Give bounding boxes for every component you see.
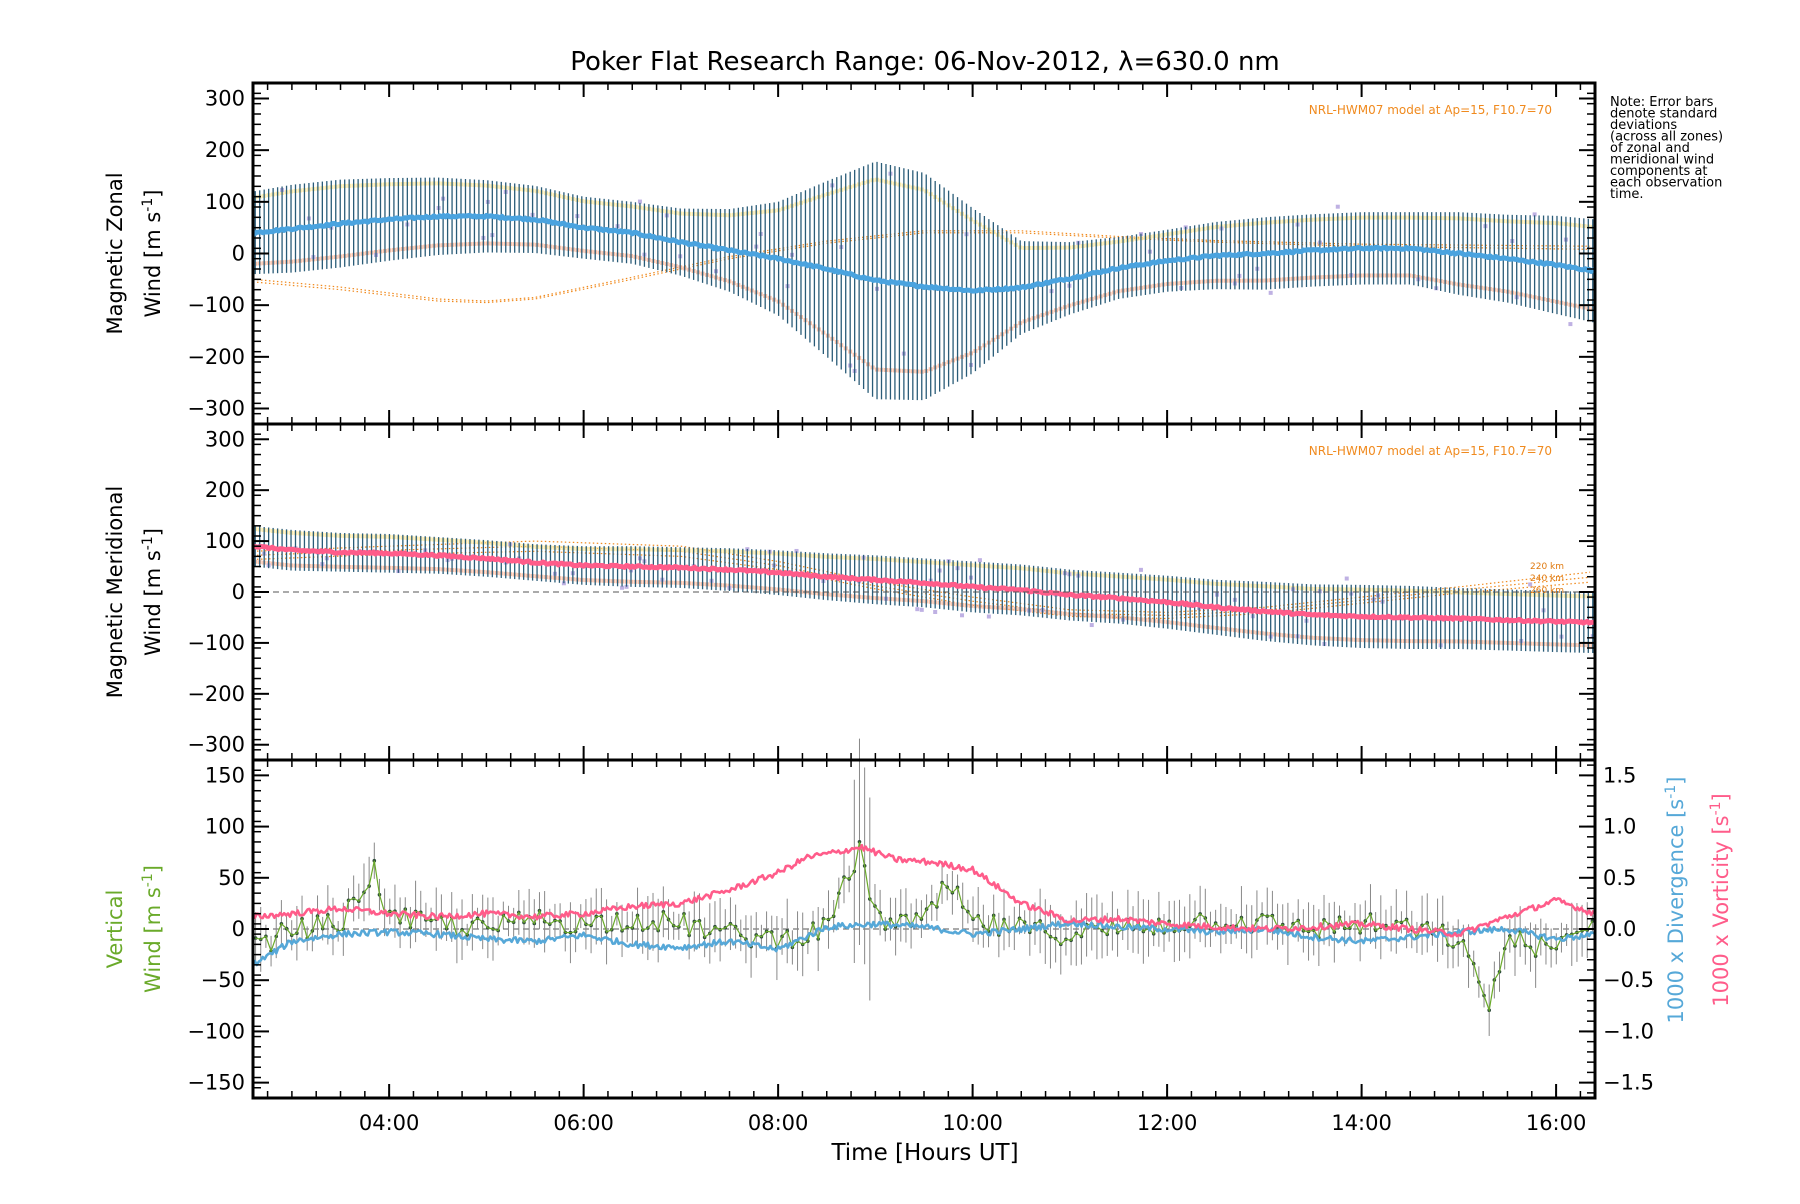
vertical-y-title-line1: Vertical: [103, 890, 127, 969]
meridional-zone-point: [960, 613, 965, 618]
x-tick-label: 10:00: [942, 1111, 1003, 1135]
meridional-zone-point: [919, 607, 924, 612]
right-y-tick-label: −0.5: [1603, 968, 1654, 992]
zonal-y-tick-label: −100: [187, 293, 245, 317]
x-axis-title: Time [Hours UT]: [830, 1140, 1018, 1166]
meridional-zone-point: [1344, 576, 1349, 581]
x-tick-label: 08:00: [748, 1111, 809, 1135]
meridional-y-tick-label: −200: [187, 682, 245, 706]
note-line: time.: [1610, 187, 1644, 202]
zonal-y-title-line2: Wind [m s-1]: [140, 190, 165, 318]
meridional-y-title-line1: Magnetic Meridional: [103, 486, 127, 698]
meridional-zone-point: [794, 548, 799, 553]
meridional-y-tick-label: 300: [205, 427, 245, 451]
vertical-y-tick-label: 0: [232, 917, 245, 941]
meridional-mean-line: [252, 544, 1596, 626]
note-line: deviations: [1610, 118, 1677, 133]
vertical-y-tick-label: −50: [201, 968, 245, 992]
zonal-y-title-line1: Magnetic Zonal: [103, 172, 127, 334]
x-tick-label: 04:00: [359, 1111, 420, 1135]
vertical-y-tick-label: −100: [187, 1019, 245, 1043]
x-tick-label: 12:00: [1137, 1111, 1198, 1135]
meridional-zone-point: [933, 610, 938, 615]
right-y-tick-label: −1.5: [1603, 1071, 1654, 1095]
x-tick-label: 16:00: [1526, 1111, 1587, 1135]
zonal-y-tick-label: −300: [187, 397, 245, 421]
plot-layer: NRL-HWM07 model at Ap=15, F10.7=70 −300 −2…: [103, 81, 1733, 1135]
meridional-y-tick-label: −300: [187, 733, 245, 757]
note-line: each observation: [1610, 176, 1722, 191]
meridional-y-tick-label: 0: [232, 580, 245, 604]
x-tick-label: 14:00: [1331, 1111, 1392, 1135]
meridional-zone-point: [624, 584, 629, 589]
zonal-zone-point: [637, 199, 642, 204]
altitude-label: 240 km: [1530, 574, 1564, 584]
vertical-wind-line: [255, 841, 1593, 1013]
meridional-y-tick-label: −100: [187, 631, 245, 655]
meridional-y-tick-label: 100: [205, 529, 245, 553]
zonal-y-tick-label: 100: [205, 190, 245, 214]
meridional-zone-point: [561, 581, 566, 586]
note-line: Note: Error bars: [1610, 95, 1714, 110]
vertical-y-tick-label: 150: [205, 763, 245, 787]
note-line: of zonal and: [1610, 141, 1690, 156]
meridional-y-tick-label: 200: [205, 478, 245, 502]
vertical-y-tick-label: −150: [187, 1071, 245, 1095]
vorticity-axis-title: 1000 x Vorticity [s-1]: [1708, 793, 1733, 1007]
zonal-y-tick-label: 0: [232, 242, 245, 266]
vertical-y-tick-label: 50: [218, 866, 245, 890]
note-line: meridional wind: [1610, 153, 1714, 168]
meridional-zone-point: [620, 585, 625, 590]
zonal-y-tick-label: 300: [205, 87, 245, 111]
altitude-label: 260 km: [1530, 586, 1564, 596]
zonal-mean-line: [252, 212, 1597, 294]
chart-title: Poker Flat Research Range: 06-Nov-2012, …: [570, 47, 1280, 77]
right-y-tick-label: 1.5: [1603, 763, 1636, 787]
note-line: denote standard: [1610, 107, 1717, 122]
zonal-y-tick-label: 200: [205, 138, 245, 162]
vertical-wind-point: [253, 936, 258, 940]
vorticity-line: [251, 843, 1597, 938]
zonal-model-label: NRL-HWM07 model at Ap=15, F10.7=70: [1309, 103, 1552, 117]
divergence-line: [251, 919, 1596, 967]
right-y-tick-label: 1.0: [1603, 815, 1636, 839]
meridional-model-label: NRL-HWM07 model at Ap=15, F10.7=70: [1309, 444, 1552, 458]
zonal-zone-point: [1532, 212, 1537, 217]
zonal-panel-frame: [251, 81, 1597, 426]
zonal-zone-point: [1568, 322, 1573, 327]
divergence-axis-title: 1000 x Divergence [s-1]: [1663, 777, 1688, 1024]
right-y-tick-label: −1.0: [1603, 1019, 1654, 1043]
meridional-zone-point: [1138, 567, 1143, 572]
note-line: (across all zones): [1610, 130, 1723, 145]
meridional-zone-point: [1528, 582, 1533, 587]
right-y-tick-label: 0.5: [1603, 866, 1636, 890]
right-y-tick-label: 0.0: [1603, 917, 1636, 941]
meridional-zone-point: [986, 614, 991, 619]
meridional-zone-point: [915, 607, 920, 612]
meridional-y-title-line2: Wind [m s-1]: [140, 528, 165, 656]
x-tick-label: 06:00: [553, 1111, 614, 1135]
altitude-label: 220 km: [1530, 562, 1564, 572]
vertical-y-title-line2: Wind [m s-1]: [140, 865, 165, 993]
meridional-zone-point: [1089, 623, 1094, 628]
vertical-y-tick-label: 100: [205, 815, 245, 839]
note-line: components at: [1610, 164, 1708, 179]
zonal-y-tick-label: −200: [187, 345, 245, 369]
zonal-zone-point: [1335, 204, 1340, 209]
meridional-zone-point: [977, 558, 982, 563]
zonal-zone-point: [1268, 290, 1273, 295]
